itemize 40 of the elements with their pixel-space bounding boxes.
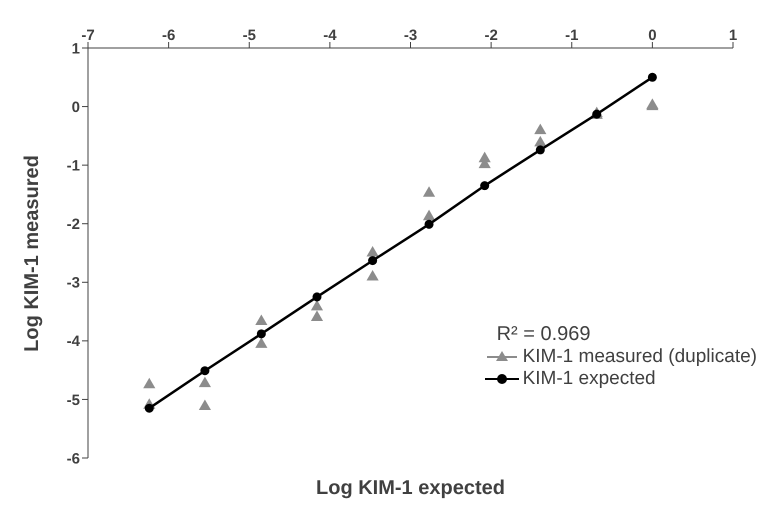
y-tick-label: -5 <box>66 392 80 409</box>
point <box>366 246 379 257</box>
y-tick-label: -3 <box>66 274 80 292</box>
y-tick-label: -4 <box>66 333 81 350</box>
x-tick-label: 0 <box>648 27 657 44</box>
point <box>198 399 211 410</box>
x-axis-title: Log KIM-1 expected <box>315 477 506 500</box>
point <box>422 186 436 197</box>
point <box>255 314 268 326</box>
x-tick-label: -2 <box>484 27 498 44</box>
point <box>424 220 434 229</box>
x-tick-label: -7 <box>81 27 95 44</box>
y-tick-label: -1 <box>66 157 80 174</box>
point <box>255 337 268 348</box>
x-tick-label: -5 <box>242 27 256 44</box>
x-tick-label: -3 <box>404 27 418 44</box>
point <box>422 210 436 220</box>
legend-label: KIM-1 expected <box>522 368 656 390</box>
point <box>536 145 545 154</box>
point <box>534 136 546 146</box>
x-tick-label: -4 <box>323 27 338 44</box>
point <box>312 292 322 302</box>
y-tick-label: -2 <box>66 216 80 234</box>
point <box>534 124 546 134</box>
x-tick-label: 1 <box>728 27 738 44</box>
y-tick-label: -6 <box>66 450 80 468</box>
point <box>198 376 211 388</box>
y-axis-title: Log KIM-1 measured <box>20 154 44 352</box>
legend-label: KIM-1 measured (duplicate) <box>522 346 757 368</box>
x-tick-label: -1 <box>565 27 578 44</box>
y-tick-label: 0 <box>72 98 80 116</box>
x-tick-label: -6 <box>162 27 176 44</box>
y-tick-label: 1 <box>72 40 80 58</box>
point <box>310 310 324 321</box>
point <box>648 72 657 82</box>
point <box>480 181 490 190</box>
point <box>310 300 324 310</box>
point <box>143 378 156 388</box>
annotation: R² = 0.969 <box>496 323 592 346</box>
point <box>366 270 379 281</box>
